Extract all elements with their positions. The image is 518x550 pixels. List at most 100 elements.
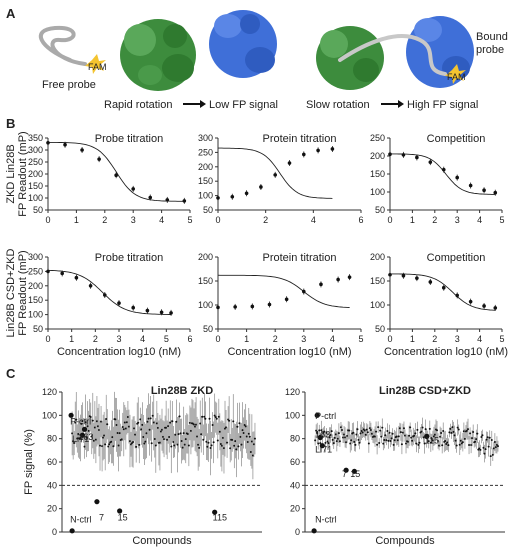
data-point	[482, 304, 486, 308]
data-point	[88, 284, 93, 288]
data-point	[433, 433, 436, 436]
data-point	[219, 442, 222, 445]
data-point	[145, 432, 148, 435]
data-point	[446, 441, 449, 444]
chart-title: Probe titration	[95, 133, 163, 145]
data-point	[104, 443, 107, 446]
data-point	[407, 440, 410, 443]
data-point	[173, 444, 176, 447]
bound-probe-strand	[338, 34, 447, 76]
data-point	[188, 421, 191, 424]
data-point	[404, 434, 406, 437]
data-point	[148, 195, 153, 200]
data-point	[208, 417, 211, 420]
data-point	[198, 446, 201, 449]
highlight-point	[68, 412, 74, 418]
data-point	[81, 420, 84, 423]
data-point	[75, 418, 78, 421]
data-point	[103, 434, 106, 437]
data-point	[370, 432, 373, 435]
data-point	[250, 304, 255, 309]
data-point	[422, 436, 425, 439]
data-point	[320, 429, 323, 432]
data-point	[154, 444, 157, 447]
data-point	[352, 431, 355, 434]
data-point	[416, 428, 419, 431]
x-tick-label: 2	[432, 334, 437, 344]
data-point	[238, 422, 241, 425]
free-probe-strand	[39, 25, 87, 66]
data-point	[353, 440, 356, 443]
y-tick-label: 50	[33, 205, 43, 215]
x-tick-label: 3	[116, 334, 121, 344]
data-point	[328, 436, 331, 439]
y-tick-label: 50	[33, 324, 43, 334]
data-point	[202, 438, 205, 441]
bound-green-protein	[316, 26, 384, 90]
data-point	[424, 428, 427, 431]
annotation-label: 7	[342, 469, 347, 479]
data-point	[401, 431, 404, 434]
data-point	[389, 439, 392, 442]
data-point	[253, 437, 256, 440]
data-point	[206, 445, 209, 448]
data-point	[334, 433, 337, 436]
chart-c2: 0 20 40 60 80 100 120 Lin28B CSD+ZKD P-ctrl 163 Li…	[285, 385, 505, 547]
data-point	[116, 432, 119, 435]
data-point	[135, 445, 138, 448]
x-axis-label: Concentration log10 (nM)	[57, 346, 181, 358]
x-tick-label: 1	[69, 334, 74, 344]
data-point	[330, 430, 333, 433]
x-tick-label: 1	[74, 215, 79, 225]
data-point	[482, 446, 485, 449]
x-tick-label: 1	[244, 334, 249, 344]
data-point	[107, 445, 110, 448]
data-point	[479, 448, 482, 451]
arrow-icon	[183, 100, 206, 108]
y-axis-label-1: ZKD Lin28B	[5, 144, 17, 203]
data-point	[457, 428, 460, 431]
data-point	[204, 417, 207, 420]
x-tick-label: 2	[102, 215, 107, 225]
x-tick-label: 4	[311, 215, 316, 225]
data-point	[193, 423, 196, 426]
data-point	[97, 429, 100, 432]
data-point	[134, 433, 137, 436]
data-point	[449, 427, 452, 430]
data-point	[100, 420, 103, 423]
data-point	[105, 417, 108, 420]
data-point	[327, 442, 330, 445]
data-point	[221, 436, 224, 439]
data-point	[381, 426, 384, 429]
y-tick-label: 50	[375, 205, 385, 215]
data-point	[229, 447, 232, 450]
annotation-label: 163	[315, 430, 330, 440]
data-point	[143, 442, 146, 445]
data-point	[231, 438, 234, 441]
data-point	[438, 444, 441, 447]
x-tick-label: 0	[215, 334, 220, 344]
data-point	[73, 441, 76, 444]
data-point	[447, 444, 450, 447]
x-tick-label: 5	[164, 334, 169, 344]
data-point	[155, 422, 158, 425]
data-point	[108, 443, 111, 446]
data-point	[197, 443, 200, 446]
data-point	[490, 439, 493, 442]
data-point	[314, 439, 317, 442]
data-point	[397, 435, 400, 438]
data-point	[450, 431, 453, 434]
data-point	[465, 429, 468, 432]
data-point	[463, 437, 466, 440]
data-point	[240, 443, 243, 446]
highlight-point	[424, 433, 430, 439]
data-point	[402, 427, 405, 430]
data-point	[267, 302, 272, 307]
chart-title: Competition	[427, 252, 486, 264]
data-point	[205, 440, 208, 443]
data-point	[246, 440, 249, 443]
annotation-label: Li71	[315, 445, 332, 455]
fit-curve	[390, 273, 496, 311]
